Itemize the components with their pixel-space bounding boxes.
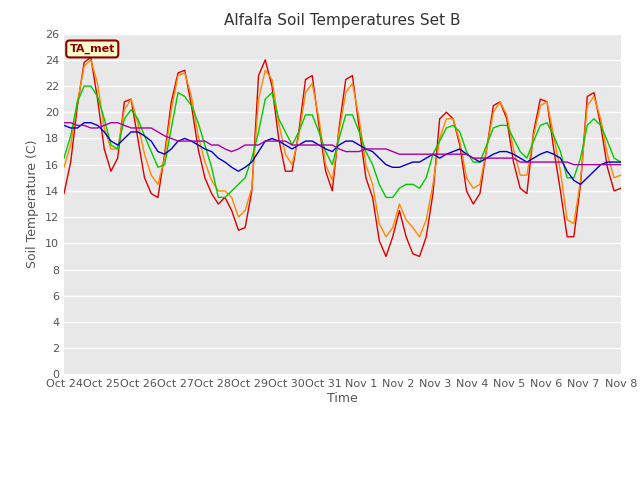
Title: Alfalfa Soil Temperatures Set B: Alfalfa Soil Temperatures Set B xyxy=(224,13,461,28)
X-axis label: Time: Time xyxy=(327,392,358,405)
Y-axis label: Soil Temperature (C): Soil Temperature (C) xyxy=(26,140,39,268)
Text: TA_met: TA_met xyxy=(70,44,115,54)
